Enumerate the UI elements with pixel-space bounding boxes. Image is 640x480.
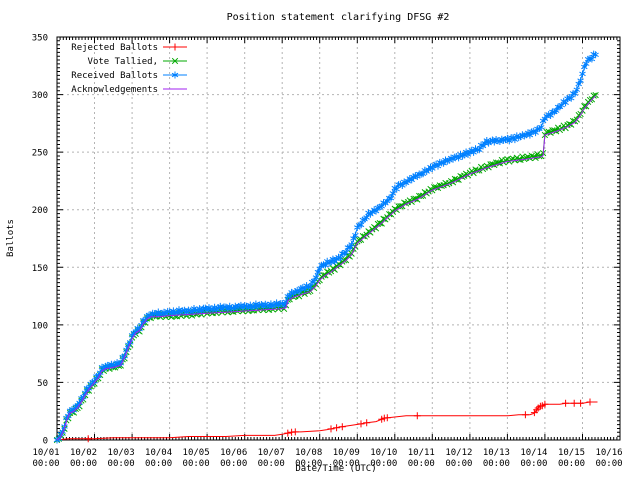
x-tick-time: 00:00 [558,459,585,469]
chart-title: Position statement clarifying DFSG #2 [227,12,450,23]
x-tick-date: 10/08 [295,448,322,458]
x-tick-time: 00:00 [145,459,172,469]
legend-entry-received-ballots: Received Ballots [71,71,187,81]
legend-label: Vote Tallied, [88,57,158,67]
x-tick-date: 10/09 [333,448,360,458]
grid [57,37,620,440]
legend-label: Rejected Ballots [71,43,158,53]
y-tick-label: 300 [32,91,48,101]
series-markers [53,91,599,444]
x-tick-time: 00:00 [258,459,285,469]
legend-entry-acknowledgements: Acknowledgements [71,85,187,95]
x-tick-date: 10/04 [145,448,172,458]
y-tick-label: 200 [32,206,48,216]
legend-entry-vote-tallied: Vote Tallied, [88,57,187,67]
x-tick-time: 00:00 [595,459,622,469]
axis-ticks [56,36,621,441]
y-axis-title: Ballots [6,219,16,257]
y-tick-label: 100 [32,321,48,331]
x-tick-time: 00:00 [520,459,547,469]
x-tick-time: 00:00 [220,459,247,469]
series-markers [84,398,594,443]
x-tick-time: 00:00 [445,459,472,469]
x-tick-time: 00:00 [408,459,435,469]
legend-sample-marker [171,71,179,79]
x-tick-time: 00:00 [70,459,97,469]
series-vote-tallied [53,91,599,444]
x-tick-date: 10/02 [70,448,97,458]
x-tick-date: 10/05 [183,448,210,458]
series-markers [53,50,599,444]
series-line [56,401,598,441]
legend-entry-rejected-ballots: Rejected Ballots [71,43,187,53]
series-line [56,95,596,441]
x-tick-date: 10/14 [520,448,547,458]
legend: Rejected Ballots Vote Tallied, Received Ba… [71,43,187,95]
y-tick-label: 150 [32,264,48,274]
series-received-ballots [53,50,599,444]
y-tick-label: 250 [32,149,48,159]
x-tick-time: 00:00 [183,459,210,469]
legend-label: Acknowledgements [71,85,158,95]
x-tick-time: 00:00 [32,459,59,469]
plot-border [56,36,621,441]
x-tick-time: 00:00 [108,459,135,469]
legend-sample-marker [171,43,179,51]
x-tick-time: 00:00 [333,459,360,469]
axis-labels: Position statement clarifying DFSG #2 0 50… [6,12,623,474]
legend-sample-marker [171,57,179,65]
x-tick-date: 10/15 [558,448,585,458]
y-tick-label: 50 [37,379,48,389]
x-tick-time: 00:00 [370,459,397,469]
series-acknowledgements [56,95,596,441]
x-tick-date: 10/13 [483,448,510,458]
x-axis-title: Date/Time (UTC) [295,464,376,474]
x-tick-time: 00:00 [295,459,322,469]
x-tick-date: 10/16 [595,448,622,458]
x-tick-date: 10/07 [258,448,285,458]
x-tick-date: 10/03 [108,448,135,458]
y-tick-label: 350 [32,34,48,44]
x-tick-date: 10/12 [445,448,472,458]
x-tick-time: 00:00 [483,459,510,469]
x-tick-date: 10/01 [32,448,59,458]
legend-label: Received Ballots [71,71,158,81]
y-tick-label: 0 [43,437,48,447]
x-tick-date: 10/11 [408,448,435,458]
x-tick-date: 10/10 [370,448,397,458]
x-tick-date: 10/06 [220,448,247,458]
series-rejected-ballots [56,398,598,443]
